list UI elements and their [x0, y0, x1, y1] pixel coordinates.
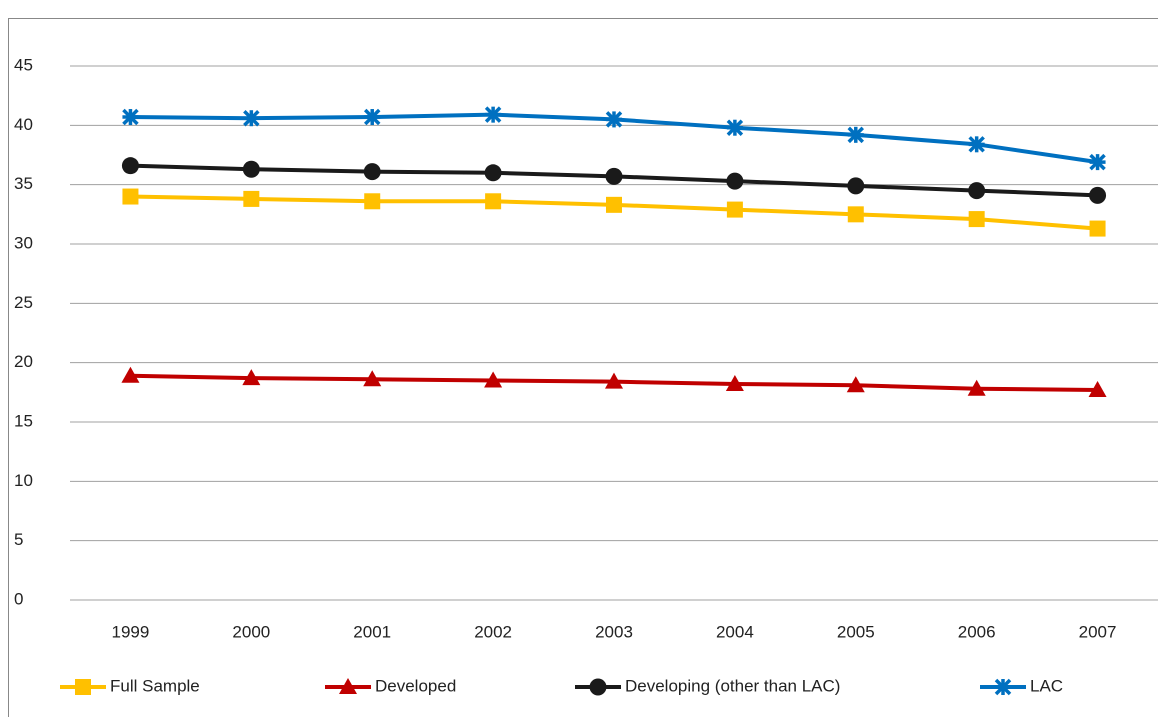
y-tick-label: 10 [14, 471, 33, 490]
data-point [243, 190, 260, 207]
x-tick-label: 2000 [232, 622, 270, 641]
data-point [121, 157, 139, 175]
data-point [847, 206, 864, 223]
x-tick-label: 2003 [595, 622, 633, 641]
x-tick-label: 2006 [958, 622, 996, 641]
data-point [484, 164, 502, 182]
data-point [364, 193, 381, 210]
data-point [968, 136, 985, 153]
y-tick-label: 30 [14, 233, 33, 252]
x-tick-label: 2005 [837, 622, 875, 641]
data-point [122, 108, 139, 126]
data-point [605, 111, 623, 128]
data-point [847, 177, 865, 195]
legend-label: Developed [375, 676, 456, 695]
data-point [242, 369, 261, 386]
legend-marker [339, 678, 357, 694]
x-tick-label: 2004 [716, 622, 754, 641]
data-point [726, 119, 744, 136]
y-tick-label: 35 [14, 174, 33, 193]
data-point [242, 160, 260, 178]
data-point [726, 172, 744, 190]
data-point [484, 106, 502, 123]
data-point [968, 211, 985, 228]
data-point [122, 188, 139, 205]
y-tick-label: 5 [14, 530, 23, 549]
data-point [485, 193, 502, 210]
legend-label: LAC [1030, 676, 1063, 695]
y-tick-label: 45 [14, 55, 33, 74]
data-point [121, 366, 140, 383]
data-point [846, 376, 865, 393]
y-tick-label: 25 [14, 293, 33, 312]
y-tick-label: 20 [14, 352, 33, 371]
legend-marker [589, 678, 607, 696]
data-point [606, 196, 622, 213]
data-point [1088, 380, 1107, 397]
data-point [605, 167, 623, 185]
data-point [725, 375, 744, 392]
x-tick-label: 2007 [1079, 622, 1117, 641]
data-point [1089, 153, 1106, 171]
legend-label: Full Sample [110, 676, 200, 695]
legend-marker [75, 679, 91, 695]
x-tick-label: 2001 [353, 622, 391, 641]
data-point [1089, 220, 1106, 237]
data-point [363, 163, 381, 181]
legend-marker [994, 678, 1012, 696]
data-point [363, 370, 382, 387]
y-tick-label: 0 [14, 589, 23, 608]
data-point [363, 108, 381, 126]
y-tick-label: 40 [14, 115, 33, 134]
data-point [1089, 186, 1107, 204]
data-point [243, 109, 260, 127]
data-point [847, 126, 865, 144]
data-point [967, 379, 986, 396]
data-point [968, 182, 986, 200]
y-tick-label: 15 [14, 411, 33, 430]
x-tick-label: 1999 [112, 622, 150, 641]
data-point [726, 201, 743, 218]
x-tick-label: 2002 [474, 622, 512, 641]
data-point [484, 371, 503, 388]
legend-label: Developing (other than LAC) [625, 676, 840, 695]
data-point [605, 372, 623, 389]
